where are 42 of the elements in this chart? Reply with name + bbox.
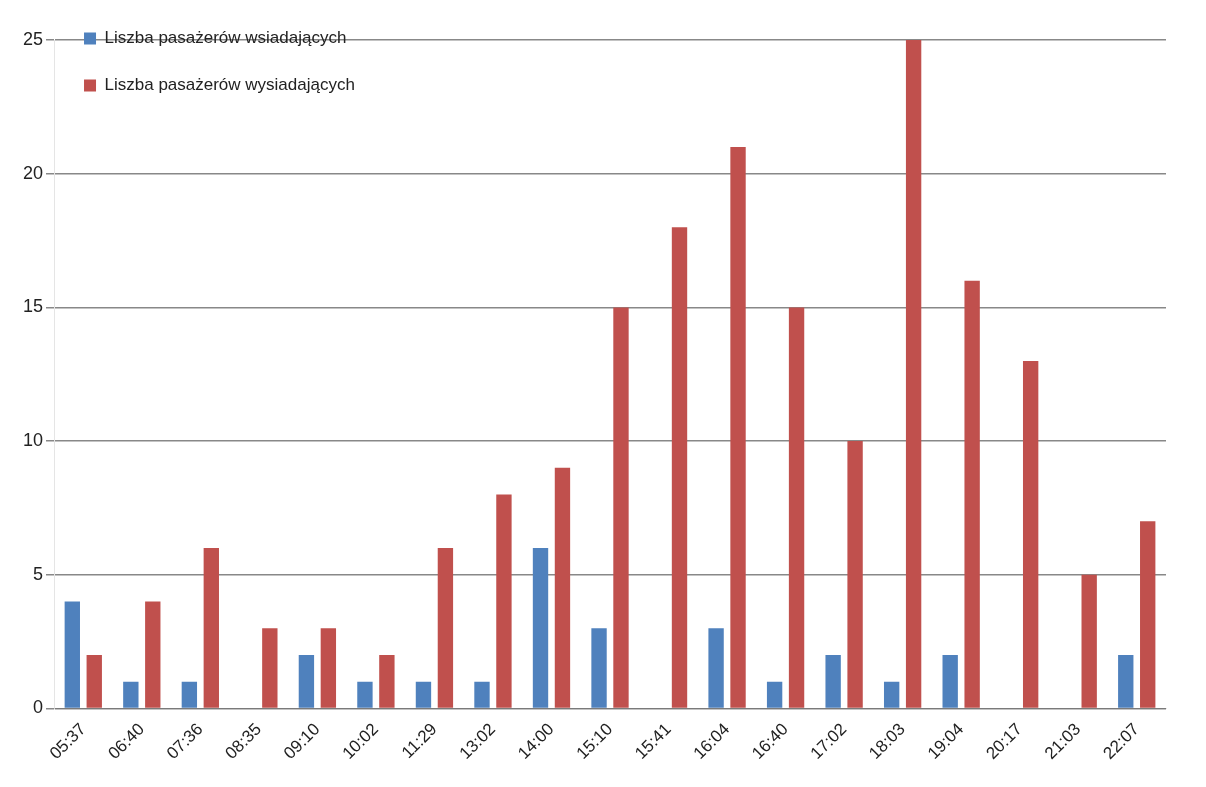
bar xyxy=(496,494,512,708)
bar xyxy=(883,681,900,708)
bar xyxy=(532,548,549,708)
bar xyxy=(1022,360,1039,708)
bar xyxy=(298,655,315,708)
y-tick-label: 0 xyxy=(33,697,44,718)
bar xyxy=(357,681,373,708)
bar xyxy=(86,655,102,708)
y-tick-label: 25 xyxy=(22,28,44,49)
bar xyxy=(964,280,980,708)
bar xyxy=(64,601,80,708)
bar xyxy=(730,146,746,708)
bar xyxy=(320,628,337,708)
bar xyxy=(591,628,607,708)
bar xyxy=(145,601,161,708)
bar xyxy=(379,655,395,708)
bar xyxy=(905,40,922,708)
bar xyxy=(671,227,688,708)
bar xyxy=(1118,655,1134,708)
bar xyxy=(203,548,219,708)
bar xyxy=(613,307,629,708)
bar xyxy=(825,655,841,708)
legend-label: Liszba pasażerów wsiadających xyxy=(104,28,347,48)
bar xyxy=(123,681,139,708)
bar xyxy=(708,628,724,708)
bar xyxy=(474,681,490,708)
y-tick-label: 20 xyxy=(22,162,44,183)
y-tick-label: 15 xyxy=(22,296,44,317)
y-tick-label: 5 xyxy=(33,563,44,584)
bar xyxy=(1081,574,1097,708)
bar xyxy=(942,655,958,708)
bar xyxy=(262,628,278,708)
bar xyxy=(766,681,783,708)
bar xyxy=(554,467,571,708)
bar xyxy=(847,441,863,708)
legend-label: Liszba pasażerów wysiadających xyxy=(104,75,355,95)
bar xyxy=(415,681,432,708)
bar xyxy=(788,307,805,708)
y-tick-label: 10 xyxy=(22,430,44,451)
bar xyxy=(181,681,198,708)
bar xyxy=(437,548,454,708)
bar xyxy=(1140,521,1156,708)
